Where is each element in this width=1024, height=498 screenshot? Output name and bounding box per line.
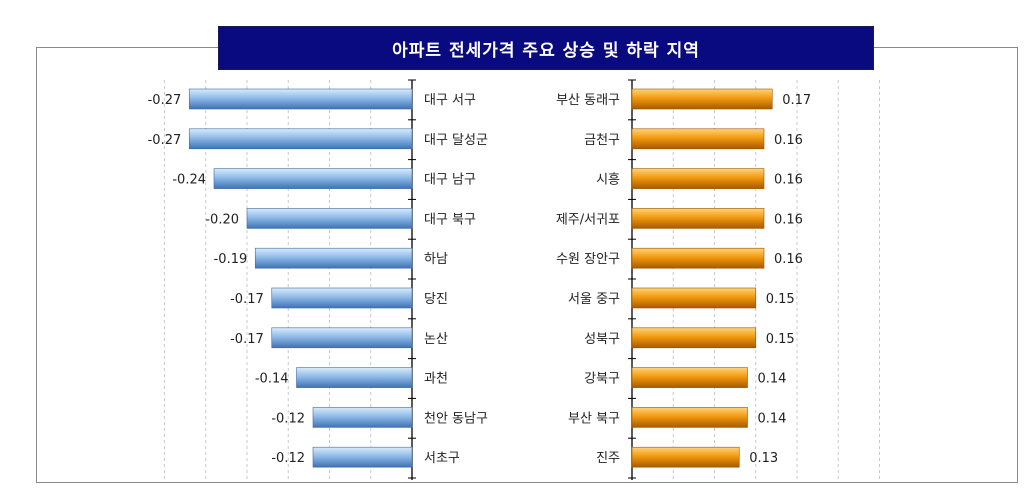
data-label-right-2: 0.16 (774, 173, 803, 188)
data-label-left-6: -0.17 (230, 332, 264, 347)
category-label-right-6: 성북구 (584, 332, 620, 347)
category-label-left-8: 천안 동남구 (424, 411, 488, 426)
bar-left-0 (188, 88, 413, 110)
category-label-left-5: 당진 (424, 292, 448, 307)
data-label-right-4: 0.16 (774, 252, 803, 267)
bar-right-7 (631, 367, 748, 388)
bar-right-6 (631, 327, 757, 349)
category-label-right-1: 금천구 (584, 133, 620, 148)
bar-left-3 (246, 208, 413, 229)
data-label-right-7: 0.14 (758, 372, 787, 387)
bar-right-1 (631, 128, 765, 150)
bar-left-8 (312, 407, 413, 428)
category-label-left-0: 대구 서구 (424, 93, 476, 108)
bar-right-9 (631, 446, 740, 468)
data-label-right-8: 0.14 (758, 411, 787, 426)
data-label-left-7: -0.14 (255, 372, 289, 387)
category-label-left-3: 대구 북구 (424, 212, 476, 227)
category-label-right-3: 제주/서귀포 (556, 212, 620, 227)
category-label-right-8: 부산 북구 (568, 411, 620, 426)
bar-left-7 (296, 367, 413, 388)
category-label-right-0: 부산 동래구 (556, 93, 620, 108)
category-label-right-9: 진주 (596, 451, 620, 466)
bar-right-5 (631, 287, 757, 309)
chart-frame (36, 47, 1018, 483)
bar-right-4 (631, 247, 765, 269)
category-label-right-7: 강북구 (584, 372, 620, 387)
data-label-left-3: -0.20 (205, 212, 239, 227)
data-label-left-9: -0.12 (271, 451, 305, 466)
data-label-left-2: -0.24 (172, 173, 206, 188)
data-label-right-3: 0.16 (774, 212, 803, 227)
category-label-left-4: 하남 (424, 252, 448, 267)
category-label-left-7: 과천 (424, 372, 448, 387)
bar-right-8 (631, 407, 748, 428)
data-label-left-5: -0.17 (230, 292, 264, 307)
data-label-right-5: 0.15 (766, 292, 795, 307)
bar-left-4 (254, 247, 413, 269)
data-label-right-0: 0.17 (782, 93, 811, 108)
category-label-right-5: 서울 중구 (568, 292, 620, 307)
bar-left-1 (188, 128, 413, 150)
bar-right-3 (631, 208, 765, 229)
bar-left-5 (271, 287, 413, 309)
data-label-right-9: 0.13 (749, 451, 778, 466)
data-label-left-1: -0.27 (148, 133, 182, 148)
chart-title-text: 아파트 전세가격 주요 상승 및 하락 지역 (392, 40, 700, 61)
bar-layer (188, 88, 773, 468)
category-label-left-6: 논산 (424, 332, 448, 347)
label-layer: -0.27 대구 서구 -0.27 대구 달성군 -0.24 대구 남구 -0.20 대구 북… (148, 93, 812, 466)
data-label-left-0: -0.27 (148, 93, 182, 108)
data-label-right-1: 0.16 (774, 133, 803, 148)
bar-left-9 (312, 446, 413, 468)
data-label-right-6: 0.15 (766, 332, 795, 347)
bar-right-2 (631, 168, 765, 189)
category-label-right-4: 수원 장안구 (556, 252, 620, 267)
category-label-right-2: 시흥 (596, 173, 620, 188)
data-label-left-8: -0.12 (271, 411, 305, 426)
category-label-left-2: 대구 남구 (424, 173, 476, 188)
chart-title: 아파트 전세가격 주요 상승 및 하락 지역 (218, 26, 874, 70)
category-label-left-1: 대구 달성군 (424, 133, 488, 148)
bar-left-2 (213, 168, 413, 189)
data-label-left-4: -0.19 (214, 252, 248, 267)
bar-right-0 (631, 88, 773, 110)
bar-left-6 (271, 327, 413, 349)
category-label-left-9: 서초구 (424, 451, 460, 466)
